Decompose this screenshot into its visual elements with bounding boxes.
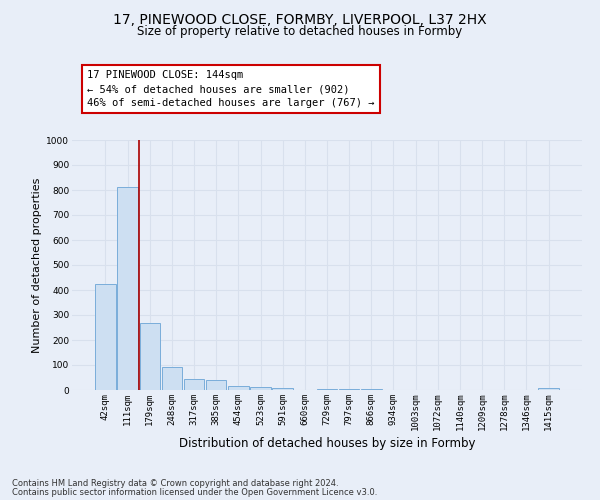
Text: Size of property relative to detached houses in Formby: Size of property relative to detached ho…	[137, 25, 463, 38]
Bar	[361, 389, 382, 390]
Bar	[95, 284, 116, 390]
Bar	[317, 389, 337, 390]
Bar	[118, 187, 138, 390]
Bar	[250, 387, 271, 390]
Bar	[339, 389, 359, 390]
Bar	[538, 388, 559, 390]
Text: Contains HM Land Registry data © Crown copyright and database right 2024.: Contains HM Land Registry data © Crown c…	[12, 479, 338, 488]
Bar	[206, 380, 226, 390]
Bar	[228, 386, 248, 390]
Bar	[272, 388, 293, 390]
Bar	[140, 322, 160, 390]
Text: 17 PINEWOOD CLOSE: 144sqm
← 54% of detached houses are smaller (902)
46% of semi: 17 PINEWOOD CLOSE: 144sqm ← 54% of detac…	[88, 70, 375, 108]
Text: Contains public sector information licensed under the Open Government Licence v3: Contains public sector information licen…	[12, 488, 377, 497]
X-axis label: Distribution of detached houses by size in Formby: Distribution of detached houses by size …	[179, 438, 475, 450]
Bar	[161, 367, 182, 390]
Bar	[184, 379, 204, 390]
Text: 17, PINEWOOD CLOSE, FORMBY, LIVERPOOL, L37 2HX: 17, PINEWOOD CLOSE, FORMBY, LIVERPOOL, L…	[113, 12, 487, 26]
Y-axis label: Number of detached properties: Number of detached properties	[32, 178, 42, 352]
